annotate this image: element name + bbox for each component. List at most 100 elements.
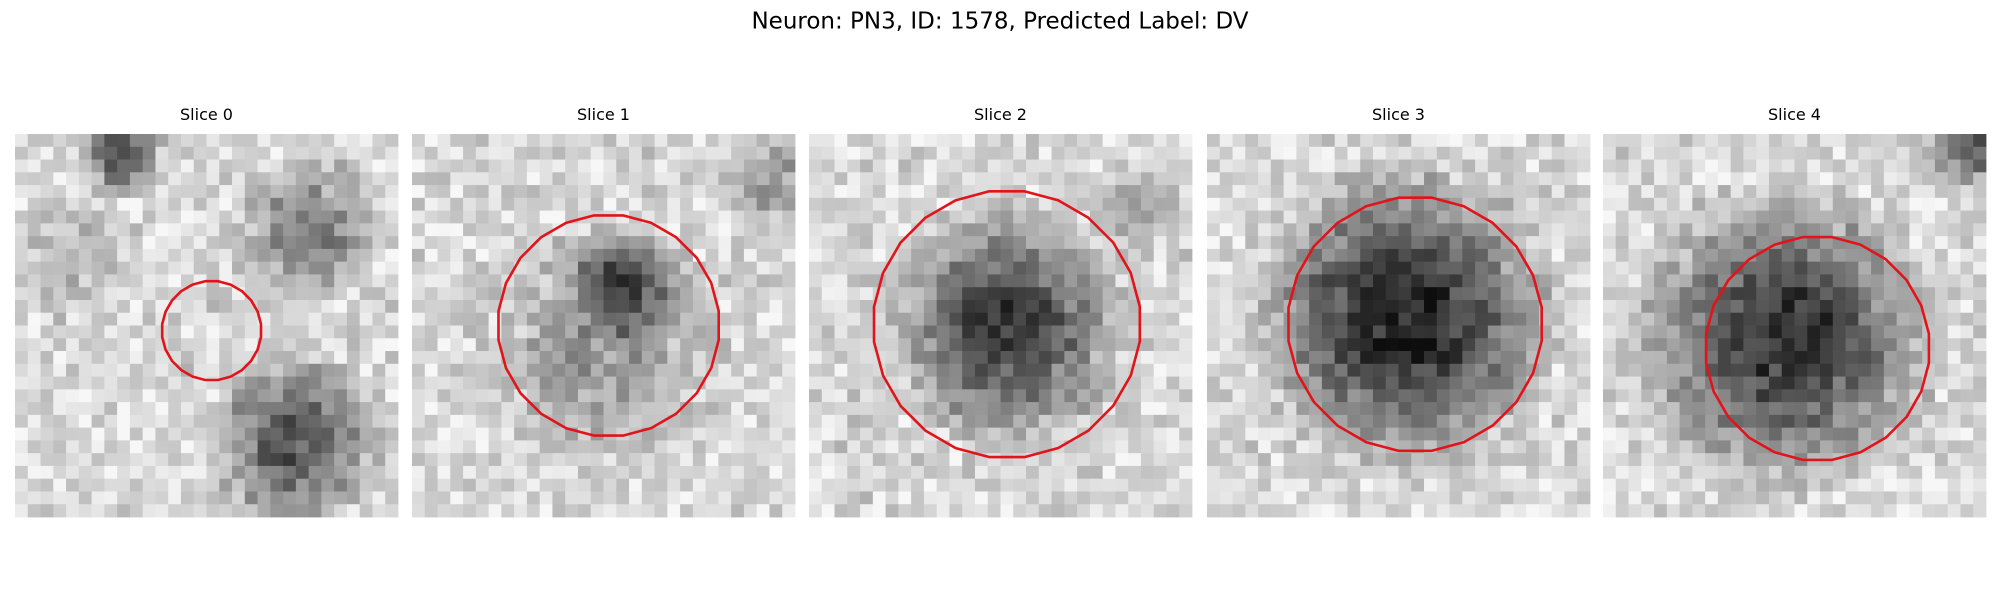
- image-pixel: [1641, 465, 1655, 480]
- image-pixel: [590, 389, 604, 403]
- image-pixel: [1909, 325, 1923, 339]
- image-pixel: [718, 134, 732, 148]
- image-pixel: [1794, 389, 1808, 403]
- image-pixel: [1128, 248, 1142, 263]
- panel-title: Slice 4: [1768, 105, 1821, 124]
- image-pixel: [308, 491, 322, 505]
- image-pixel: [590, 146, 604, 160]
- image-pixel: [1064, 261, 1078, 275]
- image-pixel: [1309, 134, 1323, 148]
- image-pixel: [898, 453, 912, 467]
- image-pixel: [962, 197, 976, 211]
- image-pixel: [911, 287, 925, 301]
- image-pixel: [1781, 146, 1795, 160]
- image-pixel: [1679, 312, 1693, 326]
- image-pixel: [577, 274, 592, 288]
- image-pixel: [53, 338, 67, 352]
- image-pixel: [1615, 427, 1629, 441]
- image-pixel: [1296, 453, 1310, 467]
- image-pixel: [334, 197, 348, 211]
- image-pixel: [463, 402, 477, 416]
- image-pixel: [1398, 299, 1412, 314]
- image-pixel: [475, 146, 489, 160]
- image-pixel: [1922, 440, 1936, 454]
- image-pixel: [1909, 274, 1923, 288]
- image-pixel: [1666, 172, 1680, 186]
- image-pixel: [1140, 287, 1155, 301]
- image-pixel: [847, 376, 861, 390]
- image-pixel: [1360, 402, 1374, 416]
- image-pixel: [1064, 402, 1078, 416]
- image-pixel: [1807, 185, 1821, 199]
- image-pixel: [847, 363, 861, 377]
- image-pixel: [641, 414, 655, 429]
- image-pixel: [129, 504, 144, 518]
- image-pixel: [437, 402, 451, 416]
- image-pixel: [1102, 491, 1116, 505]
- image-pixel: [1577, 351, 1591, 365]
- image-pixel: [1628, 274, 1642, 288]
- image-pixel: [526, 427, 541, 441]
- image-pixel: [577, 504, 592, 518]
- image-pixel: [1051, 351, 1065, 365]
- image-pixel: [1166, 338, 1180, 352]
- image-pixel: [295, 172, 310, 186]
- image-pixel: [743, 261, 758, 275]
- image-pixel: [257, 223, 271, 237]
- image-pixel: [847, 491, 861, 505]
- image-pixel: [66, 363, 80, 377]
- image-pixel: [1500, 491, 1514, 505]
- image-pixel: [168, 427, 182, 441]
- image-pixel: [514, 465, 528, 480]
- image-pixel: [1334, 185, 1348, 199]
- image-pixel: [1000, 478, 1014, 492]
- image-pixel: [78, 414, 92, 429]
- image-pixel: [1128, 414, 1142, 429]
- image-pixel: [974, 197, 989, 211]
- image-pixel: [488, 172, 502, 186]
- image-pixel: [1922, 197, 1936, 211]
- image-pixel: [1756, 414, 1770, 429]
- image-pixel: [1270, 376, 1284, 390]
- image-pixel: [1717, 159, 1732, 173]
- image-pixel: [743, 172, 758, 186]
- image-pixel: [1026, 338, 1040, 352]
- image-pixel: [53, 414, 67, 429]
- image-pixel: [1666, 427, 1680, 441]
- image-pixel: [654, 248, 668, 263]
- image-pixel: [91, 491, 105, 505]
- image-pixel: [412, 363, 426, 377]
- image-pixel: [1628, 325, 1642, 339]
- image-pixel: [577, 440, 592, 454]
- image-pixel: [1207, 159, 1221, 173]
- image-pixel: [936, 159, 950, 173]
- image-pixel: [1577, 491, 1591, 505]
- image-pixel: [219, 491, 233, 505]
- image-pixel: [1628, 453, 1642, 467]
- image-pixel: [1102, 159, 1116, 173]
- image-pixel: [1449, 465, 1463, 480]
- image-pixel: [219, 338, 233, 352]
- image-pixel: [539, 325, 553, 339]
- image-pixel: [104, 338, 118, 352]
- image-pixel: [898, 159, 912, 173]
- image-pixel: [962, 351, 976, 365]
- image-pixel: [1730, 159, 1744, 173]
- image-pixel: [962, 248, 976, 263]
- image-pixel: [424, 185, 438, 199]
- image-pixel: [923, 134, 938, 148]
- image-pixel: [257, 389, 271, 403]
- image-pixel: [654, 478, 668, 492]
- image-pixel: [1743, 440, 1757, 454]
- image-pixel: [1436, 146, 1450, 160]
- image-pixel: [1743, 465, 1757, 480]
- image-pixel: [860, 440, 874, 454]
- image-pixel: [577, 453, 592, 467]
- image-pixel: [539, 236, 553, 250]
- image-pixel: [244, 478, 258, 492]
- image-pixel: [257, 261, 271, 275]
- image-pixel: [514, 134, 528, 148]
- image-pixel: [1730, 402, 1744, 416]
- image-pixel: [1705, 197, 1719, 211]
- image-pixel: [1922, 146, 1936, 160]
